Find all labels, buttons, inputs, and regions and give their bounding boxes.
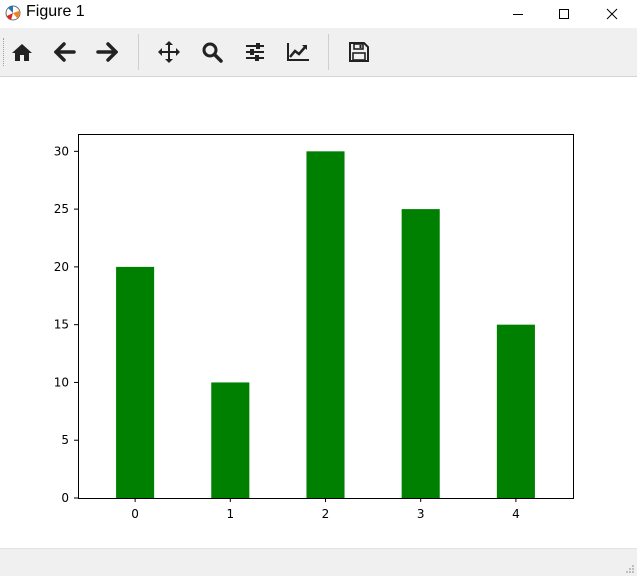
- toolbar-grip[interactable]: [3, 38, 7, 66]
- x-tick-label: 4: [512, 507, 520, 521]
- edit-axis-button[interactable]: [283, 37, 313, 67]
- status-bar: [0, 548, 637, 576]
- x-tick-label: 2: [322, 507, 330, 521]
- bar-chart: 0 5 10 15 20 25 30 0 1 2 3 4: [54, 134, 574, 521]
- app-icon: [5, 5, 21, 21]
- y-tick-label: 0: [61, 491, 69, 505]
- figure-canvas[interactable]: 0 5 10 15 20 25 30 0 1 2 3 4: [0, 77, 637, 548]
- y-tick-label: 20: [54, 260, 69, 274]
- maximize-icon: [559, 9, 569, 19]
- close-icon: [606, 8, 618, 20]
- window-title: Figure 1: [26, 3, 85, 20]
- pan-button[interactable]: [154, 37, 184, 67]
- minimize-icon: [513, 14, 523, 15]
- y-tick-label: 10: [54, 375, 69, 389]
- title-bar: Figure 1: [0, 0, 637, 28]
- x-tick-label: 0: [131, 507, 139, 521]
- configure-subplots-button[interactable]: [240, 37, 270, 67]
- y-tick-label: 15: [54, 318, 69, 332]
- sliders-icon: [246, 43, 264, 61]
- x-tick-label: 1: [226, 507, 234, 521]
- line-chart-icon: [287, 43, 309, 61]
- maximize-button[interactable]: [541, 0, 587, 28]
- arrow-right-icon: [96, 42, 118, 62]
- home-icon: [12, 44, 32, 61]
- minimize-button[interactable]: [495, 0, 541, 28]
- search-icon: [202, 42, 223, 63]
- toolbar-separator: [138, 34, 139, 70]
- toolbar-separator: [328, 34, 329, 70]
- bar-3: [401, 209, 440, 498]
- bar-4: [496, 324, 535, 498]
- arrow-left-icon: [54, 42, 76, 62]
- bar-1: [211, 382, 250, 498]
- y-tick-label: 30: [54, 144, 69, 158]
- floppy-disk-icon: [349, 42, 369, 62]
- resize-grip-icon[interactable]: [625, 564, 635, 574]
- navigation-toolbar: [0, 28, 637, 77]
- save-button[interactable]: [344, 37, 374, 67]
- zoom-button[interactable]: [197, 37, 227, 67]
- bar-0: [116, 266, 155, 498]
- forward-button[interactable]: [92, 37, 122, 67]
- back-button[interactable]: [50, 37, 80, 67]
- y-tick-label: 5: [61, 433, 69, 447]
- move-icon: [158, 41, 180, 63]
- x-tick-label: 3: [417, 507, 425, 521]
- close-button[interactable]: [589, 0, 635, 28]
- y-tick-label: 25: [54, 202, 69, 216]
- home-button[interactable]: [7, 37, 37, 67]
- bar-2: [306, 151, 345, 498]
